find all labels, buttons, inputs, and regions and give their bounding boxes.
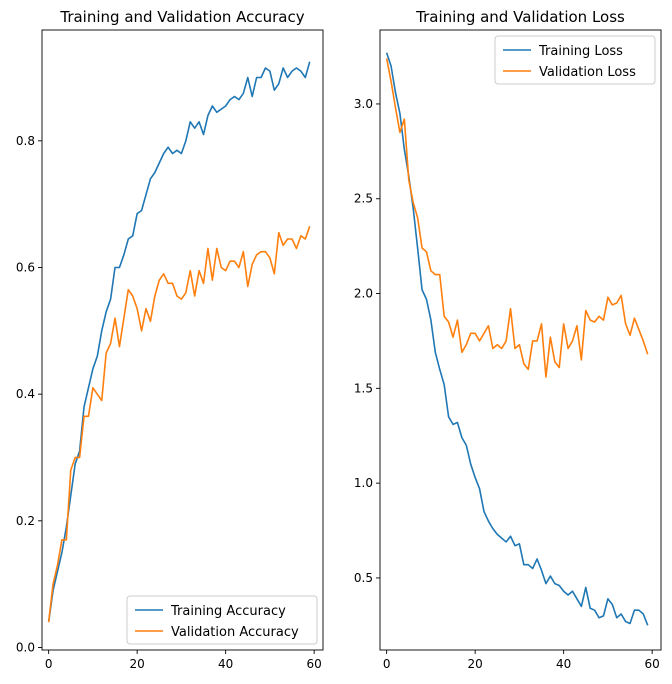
y-tick-label: 0.5 (354, 571, 373, 585)
y-tick-label: 0.2 (16, 514, 35, 528)
y-tick-label: 2.5 (354, 192, 373, 206)
y-tick-label: 0.8 (16, 134, 35, 148)
legend-box (126, 595, 318, 645)
x-tick-label: 20 (130, 657, 145, 671)
x-tick-label: 60 (645, 657, 660, 671)
legend-label: Training Accuracy (170, 604, 286, 619)
legend-label: Validation Loss (539, 65, 636, 80)
y-tick-label: 3.0 (354, 97, 373, 111)
y-tick-label: 1.0 (354, 476, 373, 490)
x-tick-label: 0 (45, 657, 53, 671)
chart-title: Training and Validation Accuracy (59, 8, 304, 26)
legend-label: Validation Accuracy (171, 625, 299, 640)
y-tick-label: 0.0 (16, 640, 35, 654)
y-tick-label: 0.4 (16, 387, 35, 401)
plot-frame (41, 29, 324, 651)
y-tick-label: 0.6 (16, 260, 35, 274)
y-tick-label: 1.5 (354, 381, 373, 395)
legend-box (494, 35, 656, 85)
legend: Training Accuracy Validation Accuracy (126, 595, 318, 645)
x-tick-label: 40 (556, 657, 571, 671)
series-line-training (385, 52, 649, 626)
legend: Training Loss Validation Loss (494, 35, 656, 85)
plot-frame (379, 29, 662, 651)
y-tick-label: 2.0 (354, 287, 373, 301)
x-tick-label: 40 (218, 657, 233, 671)
loss-chart: Training and Validation Loss 0 20 40 60 0.5 1… (354, 8, 662, 671)
legend-label: Training Loss (538, 44, 623, 59)
series-line-training (47, 61, 311, 623)
accuracy-chart: Training and Validation Accuracy 0 20 40 60… (16, 8, 324, 671)
series-line-validation (385, 58, 649, 378)
x-tick-label: 0 (383, 657, 391, 671)
x-tick-label: 20 (468, 657, 483, 671)
chart-title: Training and Validation Loss (415, 8, 625, 26)
x-tick-label: 60 (307, 657, 322, 671)
series-line-validation (47, 226, 311, 623)
